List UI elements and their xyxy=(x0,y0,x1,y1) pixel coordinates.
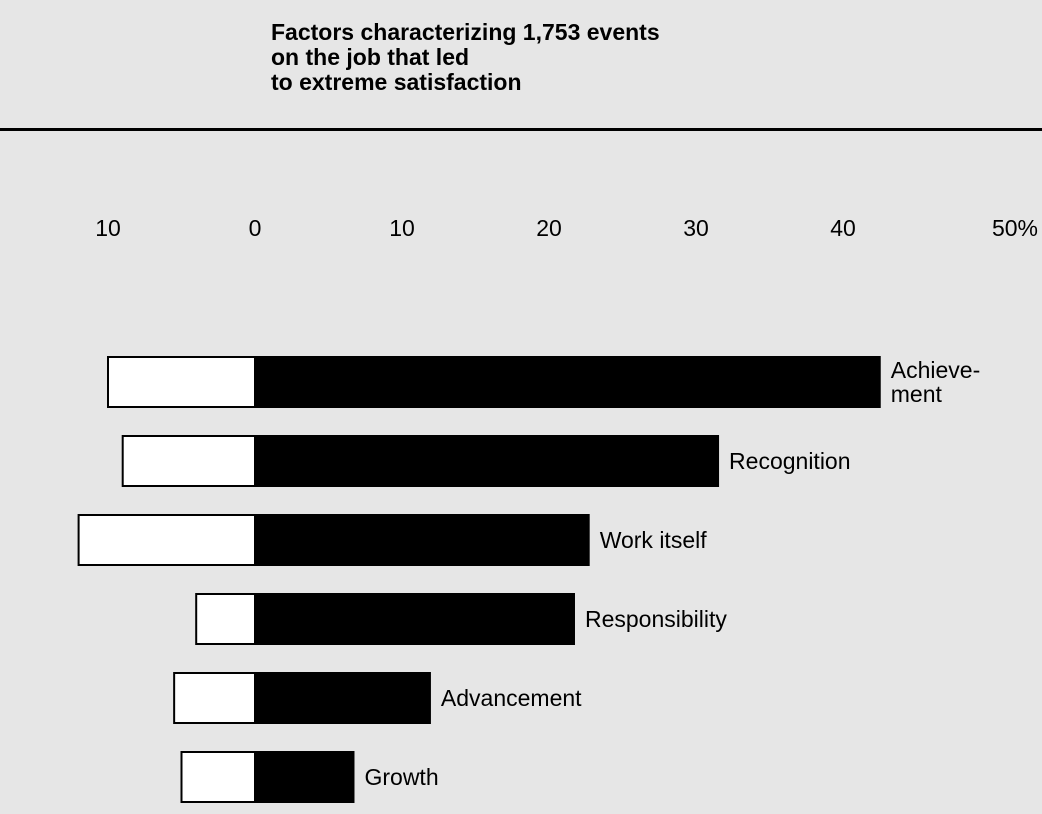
chart-title-line-3: to extreme satisfaction xyxy=(271,69,522,95)
bar-satisfaction xyxy=(254,514,590,566)
bar-dissatisfaction xyxy=(77,514,256,566)
bar-dissatisfaction xyxy=(107,356,256,408)
category-label: Recognition xyxy=(729,448,850,474)
bar-dissatisfaction xyxy=(195,593,256,645)
chart-title-line-2: on the job that led xyxy=(271,44,470,70)
x-tick-label: 0 xyxy=(249,215,262,241)
x-tick-label: 10 xyxy=(389,215,415,241)
bars xyxy=(77,356,881,803)
category-label-line: Growth xyxy=(364,764,438,790)
bar-dissatisfaction xyxy=(173,672,256,724)
category-label: Work itself xyxy=(600,527,708,553)
bar-satisfaction xyxy=(254,672,431,724)
x-axis-ticks: 10 0 10 20 30 40 50% xyxy=(95,215,1038,241)
chart-title: Factors characterizing 1,753 events on t… xyxy=(271,20,660,95)
category-label: Advancement xyxy=(441,685,582,711)
category-label-line: Advancement xyxy=(441,685,582,711)
category-labels: Achieve-ment Recognition Work itself Respon… xyxy=(364,357,980,790)
category-label-line: Work itself xyxy=(600,527,708,553)
bar-satisfaction xyxy=(254,751,355,803)
x-tick-label: 20 xyxy=(536,215,562,241)
category-label-line: Responsibility xyxy=(585,606,727,632)
category-label-line: Achieve- xyxy=(891,357,980,383)
bar-satisfaction xyxy=(254,435,720,487)
category-label-line: ment xyxy=(891,381,943,407)
bar-dissatisfaction xyxy=(180,751,256,803)
bar-dissatisfaction xyxy=(121,435,256,487)
category-label: Growth xyxy=(364,764,438,790)
x-tick-label: 50% xyxy=(992,215,1038,241)
x-tick-label: 30 xyxy=(683,215,709,241)
header-divider xyxy=(0,128,1042,131)
chart-title-line-1: Factors characterizing 1,753 events xyxy=(271,19,660,45)
bar-satisfaction xyxy=(254,593,575,645)
category-label: Responsibility xyxy=(585,606,727,632)
x-tick-label: 10 xyxy=(95,215,121,241)
category-label: Achieve-ment xyxy=(891,357,980,407)
category-label-line: Recognition xyxy=(729,448,850,474)
x-tick-label: 40 xyxy=(830,215,856,241)
bar-satisfaction xyxy=(254,356,881,408)
